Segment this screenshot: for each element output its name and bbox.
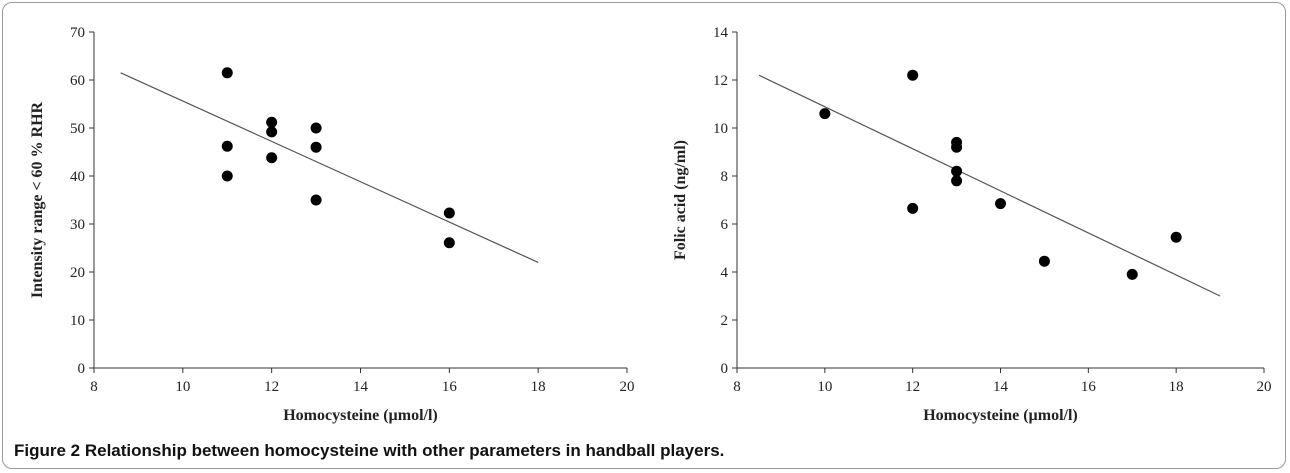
right-chart-group: 0 2 4 6 8 10 12 14 8 10 12 14 16 18 20 Homocysteine (µm… — [672, 25, 1272, 424]
x-tick-label: 16 — [1081, 379, 1097, 395]
data-point — [310, 194, 322, 206]
y-tick-label: 14 — [713, 25, 729, 41]
data-point — [819, 108, 831, 120]
data-point — [443, 237, 455, 249]
x-tick-label: 20 — [620, 379, 635, 395]
data-point — [1038, 255, 1050, 267]
data-point — [443, 207, 455, 219]
data-point — [1170, 231, 1182, 243]
x-tick-label: 16 — [442, 379, 458, 395]
y-tick-label: 4 — [721, 265, 729, 281]
x-tick-label: 14 — [353, 379, 369, 395]
x-tick-label: 18 — [531, 379, 546, 395]
y-tick-label: 0 — [78, 361, 86, 377]
data-point — [1126, 268, 1138, 280]
y-tick-label: 8 — [721, 169, 729, 185]
x-axis-title: Homocysteine (µmol/l) — [923, 407, 1078, 424]
trendline — [120, 72, 539, 263]
data-point — [951, 165, 963, 177]
y-tick-label: 10 — [713, 121, 728, 137]
y-tick-label: 10 — [70, 313, 85, 329]
data-point — [951, 141, 963, 153]
x-tick-label: 14 — [993, 379, 1009, 395]
y-tick-label: 6 — [721, 217, 729, 233]
y-tick-label: 60 — [70, 73, 85, 89]
x-tick-label: 18 — [1169, 379, 1184, 395]
y-tick-label: 50 — [70, 121, 85, 137]
data-point — [266, 126, 278, 138]
trendline — [758, 74, 1221, 297]
x-tick-label: 12 — [905, 379, 920, 395]
y-tick-label: 40 — [70, 169, 85, 185]
y-tick-label: 0 — [721, 361, 729, 377]
x-tick-label: 10 — [817, 379, 832, 395]
y-tick-label: 70 — [70, 25, 85, 41]
y-tick-label: 20 — [70, 265, 85, 281]
x-tick-label: 10 — [175, 379, 190, 395]
x-tick-label: 12 — [264, 379, 279, 395]
data-point — [310, 122, 322, 134]
y-tick-label: 12 — [713, 73, 728, 89]
data-point — [221, 170, 233, 182]
x-tick-label: 20 — [1257, 379, 1272, 395]
y-axis-title: Intensity range < 60 % RHR — [29, 101, 46, 298]
left-chart-group: 0 10 20 30 40 50 60 70 8 10 12 14 16 18 20 Homocysteine… — [29, 25, 635, 424]
data-point — [221, 140, 233, 152]
y-tick-label: 30 — [70, 217, 85, 233]
data-point — [266, 152, 278, 164]
y-axis-title: Folic acid (ng/ml) — [672, 140, 689, 260]
data-point — [221, 67, 233, 79]
data-point — [907, 202, 919, 214]
data-point — [995, 198, 1006, 210]
x-tick-label: 8 — [733, 379, 741, 395]
data-point — [951, 175, 963, 187]
x-tick-label: 8 — [90, 379, 98, 395]
data-point — [310, 141, 322, 153]
figure-caption: Figure 2 Relationship between homocystei… — [14, 441, 725, 460]
data-point — [266, 116, 278, 128]
y-tick-label: 2 — [721, 313, 729, 329]
x-axis-title: Homocysteine (µmol/l) — [283, 407, 438, 424]
data-point — [907, 69, 919, 81]
